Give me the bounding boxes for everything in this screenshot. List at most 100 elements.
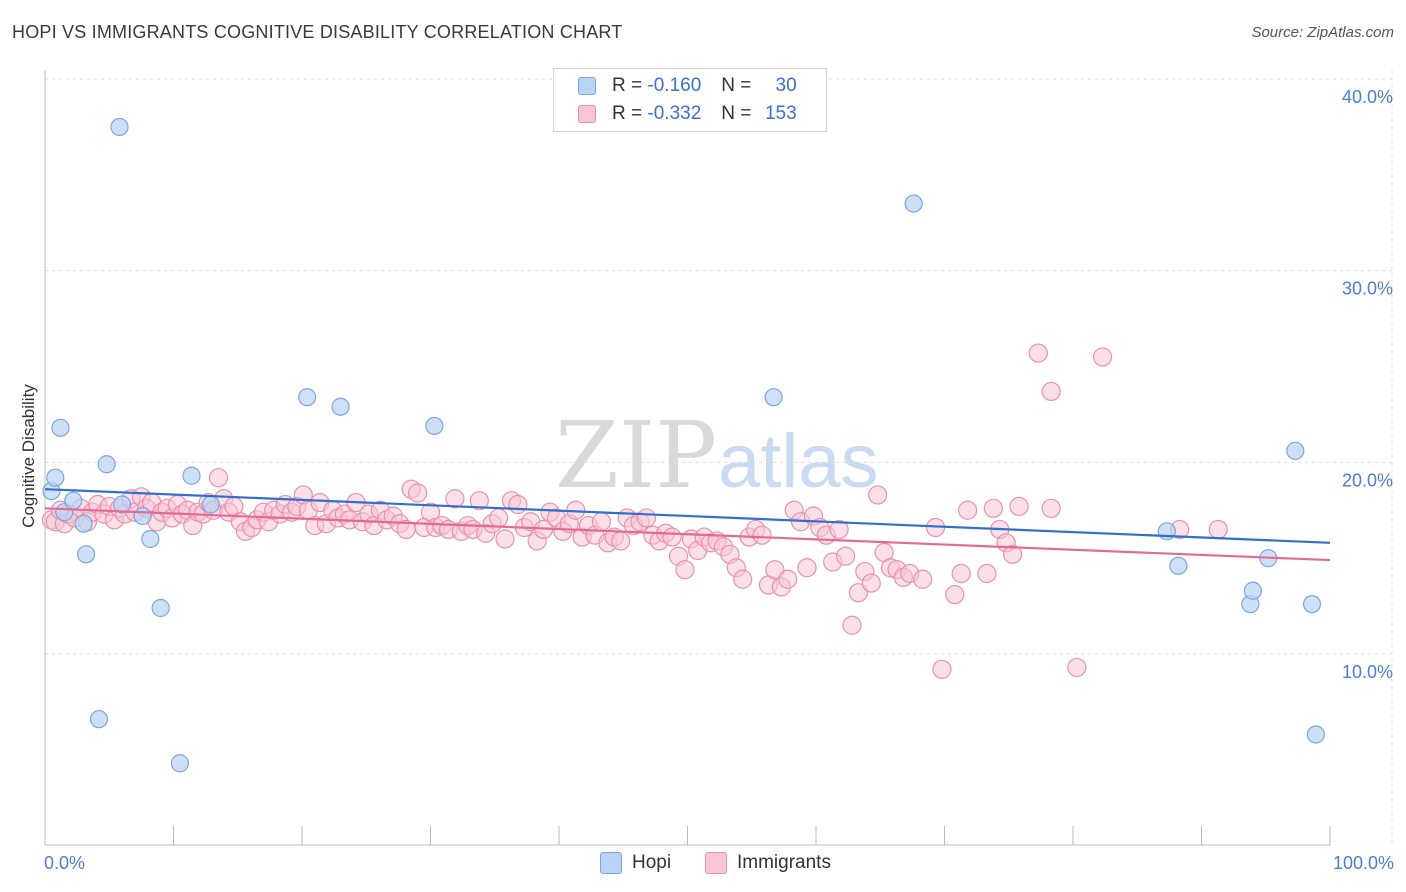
immigrants-point (1092, 347, 1113, 367)
y-tick-label: 10.0% (1342, 662, 1393, 682)
immigrants-point (1041, 381, 1061, 402)
legend-row-hopi: R = -0.160 N = 30 (578, 74, 797, 98)
hopi-point (151, 598, 170, 618)
immigrants-point (797, 558, 817, 578)
y-tick-label: 40.0% (1342, 87, 1393, 107)
immigrants-point (1009, 496, 1029, 517)
hopi-point (331, 397, 350, 416)
hopi-point (110, 117, 129, 137)
hopi-point (51, 418, 70, 437)
hopi-point (904, 194, 923, 213)
trend-lines (44, 488, 1331, 562)
hopi-point (764, 388, 783, 407)
r-value: -0.332 (647, 103, 702, 124)
immigrants-point (958, 500, 978, 520)
immigrants-point (1208, 519, 1228, 540)
x-tick-labels: 0.0% 100.0% (44, 853, 1394, 873)
hopi-trend-line (44, 488, 1331, 544)
hopi-point (74, 514, 93, 533)
gridlines (45, 70, 1393, 845)
hopi-point (97, 455, 116, 474)
legend-item-hopi: Hopi (600, 852, 671, 874)
hopi-legend-swatch (600, 852, 622, 874)
hopi-point (1306, 725, 1325, 744)
axes (44, 70, 1331, 846)
immigrants-point (951, 563, 971, 584)
immigrants-swatch (578, 105, 596, 123)
immigrants-point (636, 508, 656, 528)
watermark: ZIP atlas (555, 402, 879, 509)
hopi-point (182, 466, 201, 485)
immigrants-point (848, 583, 869, 603)
immigrants-point (977, 563, 997, 584)
hopi-point (1169, 556, 1188, 575)
hopi-point (425, 416, 444, 436)
hopi-point (89, 710, 109, 729)
hopi-swatch (578, 77, 596, 95)
immigrants-point (913, 569, 933, 589)
immigrants-point (1067, 657, 1087, 678)
chart-title: HOPI VS IMMIGRANTS COGNITIVE DISABILITY … (12, 22, 623, 42)
immigrants-point (932, 659, 952, 679)
immigrants-point (752, 525, 772, 545)
source-note: Source: ZipAtlas.com (1251, 24, 1394, 41)
immigrants-point (733, 569, 753, 589)
immigrants-legend-label: Immigrants (737, 852, 831, 873)
legend-item-immigrants: Immigrants (705, 852, 831, 874)
immigrants-point (469, 491, 489, 511)
immigrants-point (1041, 498, 1061, 518)
x-tick-label: 0.0% (44, 853, 85, 873)
immigrants-point (208, 468, 229, 488)
hopi-point (298, 388, 317, 407)
hopi-point (112, 495, 132, 514)
legend-row-immigrants: R = -0.332 N = 153 (578, 102, 797, 126)
immigrants-point (778, 569, 798, 589)
immigrants-point (408, 483, 428, 503)
x-tick-label: 100.0% (1333, 853, 1394, 873)
immigrants-point (842, 615, 862, 635)
hopi-point (141, 529, 160, 549)
hopi-points (42, 117, 1325, 773)
hopi-point (133, 506, 152, 526)
hopi-point (1302, 595, 1322, 614)
hopi-point (46, 468, 65, 487)
y-axis-label: Cognitive Disability (19, 384, 38, 528)
immigrants-legend-swatch (705, 852, 727, 874)
hopi-point (64, 491, 83, 510)
hopi-point (201, 495, 220, 514)
y-tick-labels: 10.0% 20.0% 30.0% 40.0% (1342, 87, 1393, 682)
immigrants-point (765, 560, 785, 580)
r-label: R = (612, 103, 643, 124)
hopi-point (1243, 581, 1263, 600)
n-label: N = (721, 75, 752, 96)
hopi-legend-label: Hopi (632, 852, 672, 873)
stats-legend: R = -0.160 N = 30 R = -0.332 N = 153 (553, 68, 827, 132)
immigrants-point (835, 546, 856, 566)
immigrants-point (1003, 544, 1023, 564)
hopi-point (1286, 441, 1305, 460)
n-value: 30 (775, 75, 797, 96)
immigrants-point (611, 531, 631, 551)
immigrants-point (591, 512, 612, 532)
immigrants-point (489, 508, 509, 528)
r-label: R = (612, 75, 643, 96)
n-value: 153 (764, 103, 797, 124)
immigrants-point (675, 560, 695, 580)
immigrants-point (868, 485, 888, 505)
y-tick-label: 30.0% (1342, 279, 1393, 299)
immigrants-point (662, 527, 682, 547)
y-tick-label: 20.0% (1342, 470, 1393, 490)
series-legend: Hopi Immigrants (0, 852, 1406, 878)
immigrants-point (861, 573, 881, 593)
n-label: N = (721, 103, 752, 124)
watermark-zip: ZIP (555, 402, 717, 509)
immigrants-points (41, 343, 1228, 679)
watermark-atlas: atlas (718, 419, 879, 504)
immigrants-point (508, 494, 528, 515)
hopi-point (170, 754, 190, 773)
hopi-point (77, 545, 96, 564)
immigrants-point (495, 529, 515, 549)
immigrants-point (1028, 343, 1048, 363)
r-value: -0.160 (647, 75, 702, 96)
